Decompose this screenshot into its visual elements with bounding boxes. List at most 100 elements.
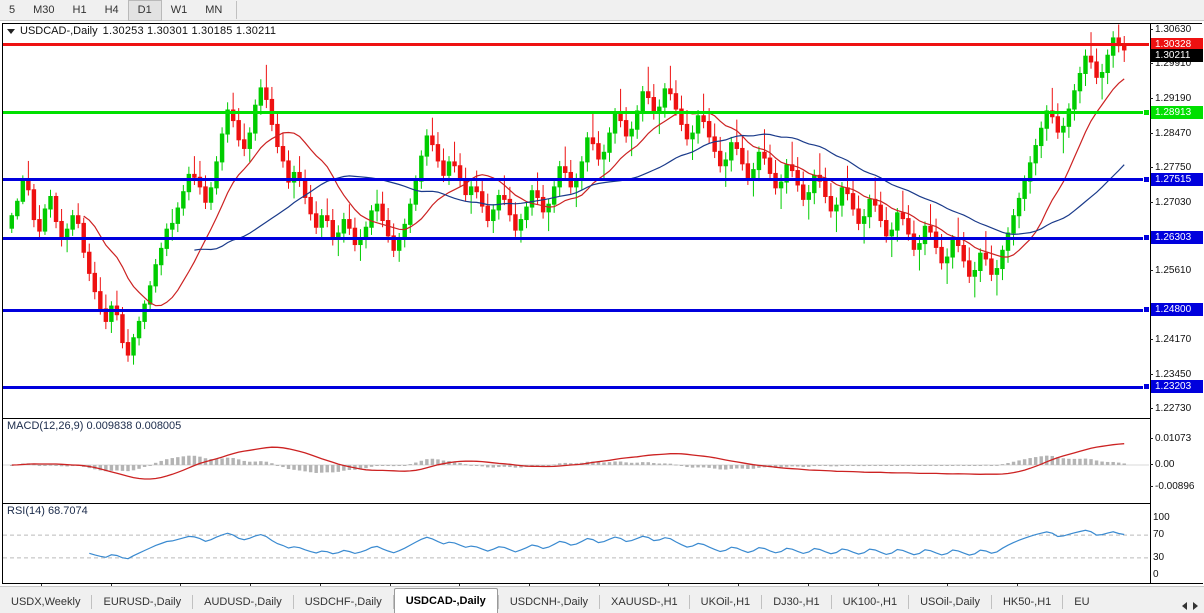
- tab-separator: [497, 595, 499, 609]
- price-level-line-1.27515[interactable]: [3, 178, 1149, 182]
- tab-scroll-arrows[interactable]: [1178, 602, 1204, 613]
- tab-separator: [392, 595, 394, 609]
- tab-separator: [1062, 595, 1064, 609]
- price-tick-1.25610: 1.25610: [1150, 265, 1203, 277]
- symbol-tab-usdcnh--daily[interactable]: USDCNH-,Daily: [509, 596, 589, 608]
- toolbar-divider: [236, 1, 238, 19]
- price-level-line-1.26303[interactable]: [3, 236, 1149, 240]
- scroll-left-icon[interactable]: [1182, 602, 1187, 610]
- price-pane[interactable]: [3, 24, 1149, 418]
- symbol-tab-xauusd--h1[interactable]: XAUUSD-,H1: [611, 596, 678, 608]
- price-axis[interactable]: 1.30630 1.29910 1.29190 1.28470 1.27750 1.270…: [1150, 24, 1203, 583]
- time-mark: [250, 584, 252, 587]
- time-mark: [947, 584, 949, 587]
- time-mark: [1017, 584, 1018, 587]
- price-level-line-1.23203[interactable]: [3, 385, 1149, 389]
- time-mark: [180, 584, 182, 587]
- time-mark: [389, 584, 391, 587]
- symbol-tab-usdchf--daily[interactable]: USDCHF-,Daily: [304, 596, 382, 608]
- time-mark: [319, 584, 321, 587]
- price-level-handle-1.24800[interactable]: [1143, 306, 1149, 314]
- tab-separator: [91, 595, 93, 609]
- time-mark: [668, 584, 670, 587]
- price-axis-badge-1.28913: 1.28913: [1151, 105, 1203, 119]
- tab-separator: [908, 595, 910, 609]
- rsi-tick-100: 100: [1153, 512, 1170, 523]
- tab-separator: [192, 595, 194, 609]
- symbol-tab-uk100--h1[interactable]: UK100-,H1: [842, 596, 898, 608]
- tab-separator: [990, 595, 992, 609]
- price-axis-badge-1.26303: 1.26303: [1151, 231, 1203, 245]
- price-level-handle-1.26303[interactable]: [1143, 234, 1149, 242]
- price-axis-badge-1.23203: 1.23203: [1151, 380, 1203, 394]
- timeframe-button-mn[interactable]: MN: [205, 3, 223, 16]
- price-tick-1.24170: 1.24170: [1150, 334, 1203, 346]
- tab-separator: [292, 595, 294, 609]
- symbol-tab-hk50--h1[interactable]: HK50-,H1: [1002, 596, 1052, 608]
- price-level-line-1.24800[interactable]: [3, 308, 1149, 312]
- price-tick-1.28470: 1.28470: [1150, 128, 1203, 140]
- pane-divider-macd: [3, 418, 1203, 419]
- timeframe-toolbar: 5 M30 H1 H4 D1 W1 MN: [0, 0, 1204, 21]
- axis-vertical-line: [1150, 24, 1151, 583]
- symbol-tab-usoil--daily[interactable]: USOil-,Daily: [920, 596, 980, 608]
- price-tick-1.30630: 1.30630: [1150, 24, 1203, 36]
- time-mark: [598, 584, 600, 587]
- chart-symbol-label: USDCAD-,Daily: [20, 25, 98, 37]
- time-mark: [529, 584, 530, 587]
- tab-separator: [688, 595, 690, 609]
- price-tick-1.22730: 1.22730: [1150, 403, 1203, 415]
- chart-title-bar[interactable]: USDCAD-,Daily 1.30253 1.30301 1.30185 1.…: [3, 24, 276, 38]
- rsi-pane[interactable]: RSI(14) 68.7074: [3, 504, 1149, 583]
- rsi-tick-70: 70: [1153, 529, 1165, 541]
- chart-ohlc-values: 1.30253 1.30301 1.30185 1.30211: [102, 25, 277, 37]
- symbol-tab-audusd--daily[interactable]: AUDUSD-,Daily: [204, 596, 282, 608]
- macd-tick-0.00: 0.00: [1150, 459, 1203, 471]
- time-mark: [738, 584, 740, 587]
- timeframe-button-w1[interactable]: W1: [170, 3, 188, 16]
- time-mark: [41, 584, 42, 587]
- timeframe-button-h1[interactable]: H1: [72, 3, 87, 16]
- rsi-tick-0: 0: [1153, 569, 1159, 580]
- timeframe-button-5[interactable]: 5: [9, 3, 16, 16]
- symbol-tab-usdx-weekly[interactable]: USDX,Weekly: [11, 596, 81, 608]
- price-level-handle-1.27515[interactable]: [1143, 175, 1149, 183]
- rsi-plot: [3, 529, 1149, 560]
- timeframe-button-d1[interactable]: D1: [127, 0, 162, 21]
- price-level-line-1.30328[interactable]: [3, 43, 1149, 47]
- price-tick-1.29910: 1.29910: [1150, 58, 1203, 70]
- price-tick-1.23450: 1.23450: [1150, 369, 1203, 381]
- tab-separator: [599, 595, 601, 609]
- time-mark: [807, 584, 809, 587]
- tab-separator: [830, 595, 832, 609]
- symbol-tab-usdcad--daily[interactable]: USDCAD-,Daily: [393, 588, 498, 613]
- macd-label: MACD(12,26,9) 0.009838 0.008005: [7, 420, 182, 432]
- chevron-down-icon[interactable]: [7, 28, 15, 34]
- scroll-right-icon[interactable]: [1193, 602, 1198, 610]
- chart-frame: USDCAD-,Daily 1.30253 1.30301 1.30185 1.…: [2, 23, 1203, 598]
- symbol-tab-dj30--h1[interactable]: DJ30-,H1: [773, 596, 820, 608]
- rsi-tick-30: 30: [1153, 551, 1165, 563]
- symbol-tab-ukoil--h1[interactable]: UKOil-,H1: [700, 596, 751, 608]
- pane-divider-rsi: [3, 503, 1203, 504]
- time-mark: [877, 584, 879, 587]
- time-mark: [110, 584, 112, 587]
- price-level-line-1.28913[interactable]: [3, 111, 1149, 115]
- macd-tick-0.01073: 0.01073: [1150, 433, 1203, 445]
- candlestick-plot: [9, 24, 1127, 365]
- current-price-badge: 1.30211: [1151, 49, 1203, 63]
- price-level-handle-1.28913[interactable]: [1143, 108, 1149, 116]
- macd-pane[interactable]: MACD(12,26,9) 0.009838 0.008005: [3, 419, 1149, 503]
- price-axis-badge-1.24800: 1.24800: [1151, 303, 1203, 317]
- timeframe-button-h4[interactable]: H4: [104, 3, 119, 16]
- symbol-tab-eu[interactable]: EU: [1074, 596, 1090, 608]
- time-mark: [459, 584, 461, 587]
- tab-separator: [761, 595, 763, 609]
- price-level-handle-1.23203[interactable]: [1143, 383, 1149, 391]
- symbol-tab-eurusd--daily[interactable]: EURUSD-,Daily: [103, 596, 182, 608]
- timeframe-button-m30[interactable]: M30: [33, 3, 55, 16]
- symbol-tab-bar: USDX,Weekly EURUSD-,Daily AUDUSD-,Daily USD…: [0, 586, 1204, 613]
- price-axis-badge-1.27515: 1.27515: [1151, 172, 1203, 186]
- price-tick-1.27750: 1.27750: [1150, 162, 1203, 174]
